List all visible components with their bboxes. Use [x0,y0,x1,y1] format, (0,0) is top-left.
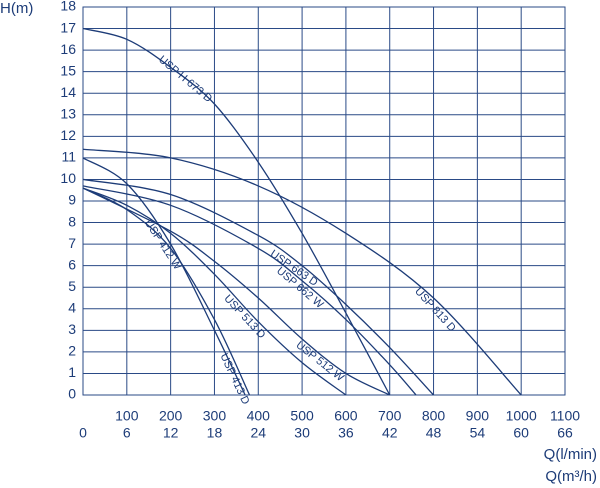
pump-curve [82,148,522,396]
x2-tick-label: 0 [79,425,87,441]
y-tick-label: 8 [68,213,76,229]
x2-tick-label: 18 [207,425,223,441]
pump-curve [82,187,347,396]
x2-tick-label: 66 [557,425,573,441]
y-tick-label: 0 [68,386,76,402]
pump-curve [82,187,391,396]
x2-tick-label: 30 [294,425,310,441]
x-tick-label: 500 [290,408,314,424]
x2-axis-label: Q(m³/h) [545,468,597,485]
y-tick-label: 11 [61,149,76,165]
pump-curve [82,157,246,396]
pump-curve [82,27,391,396]
y-tick-label: 9 [68,192,76,208]
x2-tick-label: 36 [338,425,354,441]
curve-label: USP 412 W [142,218,184,273]
x-tick-label: 600 [334,408,358,424]
curve-label: USP 813 D [412,286,458,335]
x-axis-label: Q(l/min) [544,446,597,463]
pump-curve [82,185,417,396]
y-tick-label: 15 [60,62,76,78]
x2-tick-label: 6 [123,425,131,441]
y-tick-label: 5 [68,278,76,294]
x-tick-label: 800 [422,408,446,424]
x2-tick-label: 12 [163,425,179,441]
y-tick-label: 10 [60,170,76,186]
x2-tick-label: 42 [382,425,398,441]
x-tick-label: 400 [247,408,271,424]
y-tick-label: 2 [68,343,76,359]
y-tick-label: 14 [60,84,76,100]
x2-tick-label: 60 [513,425,529,441]
curve-label: USP H 673 D [156,54,214,105]
y-tick-label: 1 [68,364,76,380]
x-tick-label: 300 [203,408,227,424]
y-tick-label: 17 [60,19,76,35]
x-tick-label: 700 [378,408,402,424]
y-tick-label: 7 [68,235,76,251]
y-tick-label: 4 [68,299,76,315]
y-tick-label: 13 [60,105,76,121]
x-tick-label: 1100 [550,408,580,424]
x-tick-label: 900 [466,408,490,424]
pump-curve [82,187,251,396]
y-tick-label: 12 [60,127,76,143]
x-tick-label: 200 [159,408,183,424]
x2-tick-label: 48 [426,425,442,441]
y-tick-label: 16 [60,41,76,57]
y-axis-label: H(m) [0,0,33,17]
pump-curve [82,178,435,396]
x-tick-label: 100 [115,408,139,424]
y-tick-label: 3 [68,321,76,337]
x2-tick-label: 54 [470,425,486,441]
x-tick-label: 1000 [506,408,537,424]
y-tick-label: 18 [60,0,76,14]
y-tick-label: 6 [68,256,76,272]
x2-tick-label: 24 [250,425,266,441]
